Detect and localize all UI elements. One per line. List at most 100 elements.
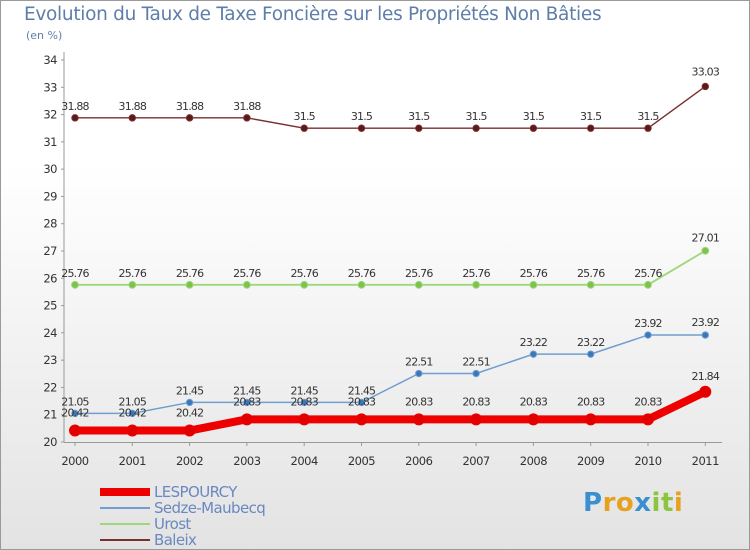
data-point bbox=[586, 280, 595, 289]
data-point bbox=[128, 409, 137, 418]
data-label: 20.83 bbox=[520, 395, 548, 408]
x-tick-label: 2003 bbox=[233, 454, 260, 468]
logo-letter: x bbox=[634, 488, 652, 518]
legend-label: Sedze-Maubecq bbox=[154, 499, 266, 517]
y-tick-label: 21 bbox=[43, 408, 57, 422]
x-tick-label: 2001 bbox=[119, 454, 146, 468]
data-point bbox=[357, 280, 366, 289]
data-point bbox=[701, 246, 710, 255]
data-point bbox=[357, 124, 366, 132]
x-tick-label: 2000 bbox=[61, 454, 88, 468]
proxiti-logo: Proxiti bbox=[583, 488, 683, 518]
data-label: 23.92 bbox=[634, 317, 662, 330]
data-label: 31.5 bbox=[294, 110, 316, 123]
data-point bbox=[472, 280, 481, 289]
data-point bbox=[587, 350, 595, 358]
x-tick-label: 2009 bbox=[577, 454, 604, 468]
data-point bbox=[128, 114, 137, 122]
data-label: 31.88 bbox=[61, 100, 89, 113]
data-label: 21.45 bbox=[348, 384, 376, 397]
data-point bbox=[298, 413, 311, 426]
data-point bbox=[529, 280, 538, 289]
data-label: 20.42 bbox=[61, 407, 89, 420]
y-tick-label: 20 bbox=[43, 435, 57, 449]
data-point bbox=[699, 385, 712, 398]
data-point bbox=[587, 124, 595, 132]
data-point bbox=[529, 124, 538, 132]
data-label: 21.45 bbox=[176, 384, 204, 397]
data-label: 27.01 bbox=[692, 232, 720, 245]
data-point bbox=[584, 413, 597, 426]
y-tick-label: 23 bbox=[43, 353, 57, 367]
data-label: 31.88 bbox=[119, 100, 147, 113]
data-label: 25.76 bbox=[520, 267, 548, 280]
data-point bbox=[300, 280, 309, 289]
y-tick-label: 32 bbox=[43, 108, 57, 122]
data-label: 22.51 bbox=[405, 356, 433, 369]
data-label: 20.83 bbox=[405, 395, 433, 408]
y-tick-label: 28 bbox=[43, 217, 57, 231]
data-label: 23.22 bbox=[520, 336, 548, 349]
legend-swatch bbox=[100, 523, 150, 525]
y-tick-label: 33 bbox=[43, 80, 57, 94]
data-point bbox=[414, 280, 423, 289]
data-point bbox=[415, 124, 423, 132]
y-tick-label: 34 bbox=[43, 53, 57, 67]
data-point bbox=[470, 413, 483, 426]
x-tick-label: 2010 bbox=[634, 454, 661, 468]
data-point bbox=[126, 424, 139, 437]
data-point bbox=[243, 280, 251, 289]
x-tick-label: 2011 bbox=[692, 454, 719, 468]
data-label: 25.76 bbox=[462, 267, 490, 280]
data-label: 23.92 bbox=[692, 316, 720, 329]
data-label: 25.76 bbox=[176, 267, 204, 280]
data-point bbox=[357, 398, 366, 407]
logo-letter: P bbox=[583, 488, 603, 518]
data-point bbox=[240, 413, 253, 426]
data-label: 22.51 bbox=[462, 356, 490, 369]
data-label: 33.03 bbox=[692, 65, 720, 78]
data-label: 23.22 bbox=[577, 336, 605, 349]
logo-letter: i bbox=[651, 488, 661, 518]
data-label: 20.83 bbox=[462, 395, 490, 408]
data-label: 20.83 bbox=[577, 395, 605, 408]
x-tick-label: 2008 bbox=[520, 454, 547, 468]
data-label: 20.42 bbox=[119, 407, 147, 420]
data-label: 25.76 bbox=[233, 267, 261, 280]
data-label: 31.5 bbox=[523, 110, 545, 123]
legend-label: Urost bbox=[154, 515, 191, 533]
series-line bbox=[74, 85, 706, 129]
data-point bbox=[69, 424, 81, 437]
legend-swatch bbox=[100, 488, 150, 496]
series-urost: 25.76 25.76 25.76 25.76 25.76 25.76 25.76 25.76… bbox=[61, 232, 720, 289]
data-point bbox=[128, 280, 137, 289]
data-label: 31.5 bbox=[580, 110, 602, 123]
data-label: 21.45 bbox=[233, 384, 261, 397]
series-sedze-maubecq: 21.05 21.05 21.45 21.45 21.45 21.45 22.51 22.51… bbox=[61, 316, 720, 418]
data-point bbox=[701, 82, 709, 91]
data-point bbox=[527, 413, 540, 426]
data-label: 31.88 bbox=[233, 100, 261, 113]
logo-letter: t bbox=[660, 488, 674, 518]
data-point bbox=[71, 409, 79, 418]
data-label: 21.05 bbox=[61, 395, 89, 408]
data-point bbox=[472, 369, 480, 378]
legend-label: Baleix bbox=[154, 531, 197, 549]
y-tick-label: 26 bbox=[43, 271, 57, 285]
data-label: 31.5 bbox=[465, 110, 487, 123]
chart-title: Evolution du Taux de Taxe Foncière sur l… bbox=[24, 4, 602, 25]
x-tick-label: 2007 bbox=[462, 454, 489, 468]
data-point bbox=[644, 280, 652, 289]
logo-letter: r bbox=[602, 488, 616, 518]
logo-letter: o bbox=[615, 488, 635, 518]
logo-letter: i bbox=[673, 488, 684, 518]
y-tick-label: 29 bbox=[43, 189, 57, 203]
data-label: 21.05 bbox=[119, 395, 147, 408]
data-label: 20.83 bbox=[634, 395, 662, 408]
data-label: 21.84 bbox=[692, 370, 720, 383]
data-point bbox=[185, 280, 194, 289]
data-point bbox=[644, 124, 652, 132]
data-label: 20.83 bbox=[233, 395, 261, 408]
